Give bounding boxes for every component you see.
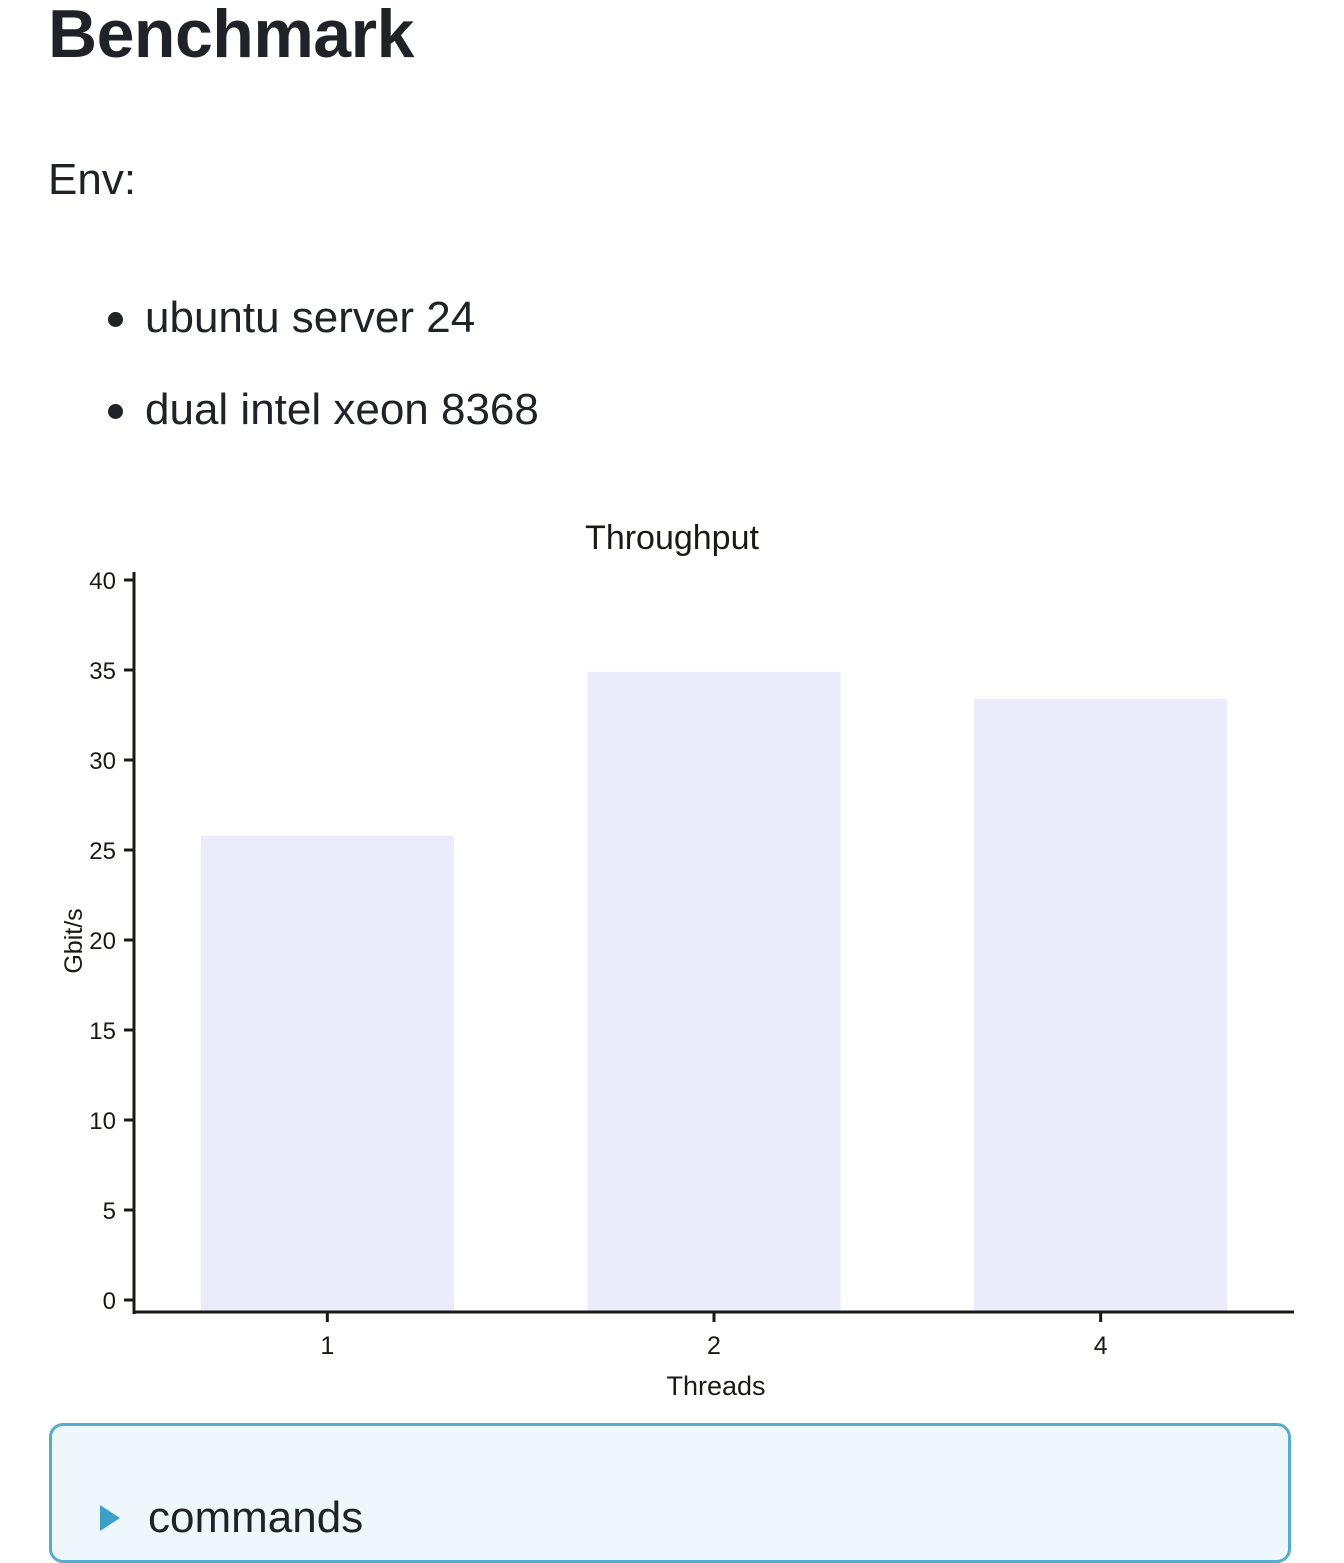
commands-summary[interactable]: commands xyxy=(100,1488,363,1548)
commands-details: commands xyxy=(49,1423,1291,1563)
summary-label: commands xyxy=(148,1493,364,1542)
y-tick-label: 20 xyxy=(89,928,116,955)
x-tick-label: 1 xyxy=(320,1332,334,1360)
env-item: ubuntu server 24 xyxy=(0,286,539,350)
y-tick-label: 15 xyxy=(89,1018,116,1045)
y-tick-label: 5 xyxy=(103,1198,116,1225)
y-tick-label: 35 xyxy=(89,658,116,685)
env-item: dual intel xeon 8368 xyxy=(0,378,539,442)
x-tick-label: 4 xyxy=(1094,1332,1108,1360)
bar-2 xyxy=(587,671,841,1312)
y-tick-label: 30 xyxy=(89,748,116,775)
bar-4 xyxy=(974,698,1228,1312)
y-axis-label: Gbit/s xyxy=(60,908,88,973)
env-label: Env: xyxy=(48,155,137,204)
x-tick-label: 2 xyxy=(707,1332,721,1360)
bullet-icon xyxy=(108,312,123,327)
y-tick-label: 40 xyxy=(89,568,116,595)
env-item-label: ubuntu server 24 xyxy=(145,293,476,342)
x-axis-label: Threads xyxy=(666,1371,765,1401)
page-title: Benchmark xyxy=(48,0,414,72)
y-tick-label: 0 xyxy=(103,1288,116,1315)
bar-1 xyxy=(200,835,454,1312)
chart-title: Throughput xyxy=(585,519,759,557)
y-tick-label: 10 xyxy=(89,1108,116,1135)
env-list: ubuntu server 24 dual intel xeon 8368 xyxy=(0,286,539,470)
caret-right-icon xyxy=(100,1505,120,1531)
env-item-label: dual intel xeon 8368 xyxy=(145,385,539,434)
bullet-icon xyxy=(108,404,123,419)
y-tick-label: 25 xyxy=(89,838,116,865)
